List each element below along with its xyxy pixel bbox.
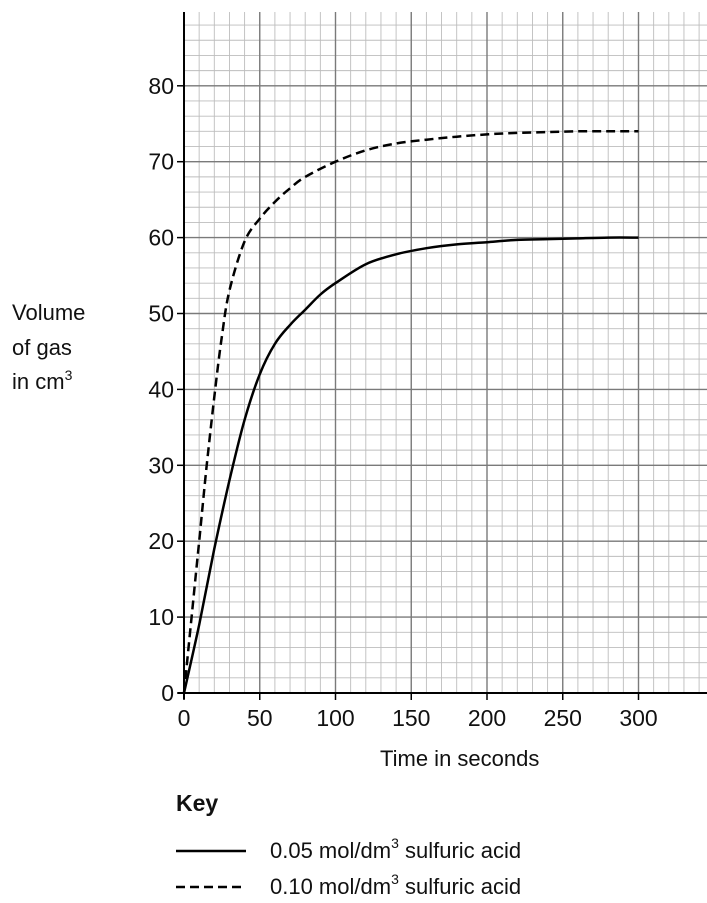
x-tick-label: 100	[316, 705, 354, 731]
y-tick-label: 50	[148, 301, 174, 327]
y-tick-label: 30	[148, 452, 174, 478]
y-tick-label: 80	[148, 73, 174, 99]
x-tick-label: 200	[468, 705, 506, 731]
x-tick-label: 50	[247, 705, 273, 731]
y-tick-label: 10	[148, 604, 174, 630]
major-grid	[184, 12, 707, 693]
y-axis-label-sup: 3	[64, 367, 73, 383]
legend-label-1: 0.05 mol/dm3 sulfuric acid	[270, 835, 522, 863]
tick-labels: 0 10 20 30 40 50 60 70 80 0 50 100 150 200 250 300	[148, 73, 657, 731]
y-tick-label: 70	[148, 149, 174, 175]
y-axis-label-line-1: Volume	[12, 300, 86, 325]
x-tick-label: 300	[619, 705, 657, 731]
legend-label-2: 0.10 mol/dm3 sulfuric acid	[270, 871, 522, 899]
x-tick-label: 250	[544, 705, 582, 731]
legend-title: Key	[176, 790, 219, 816]
x-tick-label: 150	[392, 705, 430, 731]
legend-item-dashed: 0.10 mol/dm3 sulfuric acid	[176, 871, 522, 900]
minor-grid	[184, 12, 707, 693]
legend-dashed-line-sample	[176, 885, 246, 889]
y-tick-label: 40	[148, 376, 174, 402]
y-tick-label: 0	[161, 680, 174, 706]
x-axis-label: Time in seconds	[380, 746, 540, 771]
y-tick-label: 60	[148, 225, 174, 251]
series-line-0-05-molar	[182, 236, 639, 694]
series-lines	[182, 130, 639, 694]
y-axis-label-text: in cm	[12, 369, 65, 394]
axes	[177, 12, 707, 700]
x-tick-label: 0	[178, 705, 191, 731]
y-axis-label-line-3: in cm3	[12, 368, 72, 394]
y-axis-label-line-2: of gas	[12, 335, 72, 360]
series-line-0-10-molar	[182, 130, 639, 694]
legend-solid-line-sample	[176, 849, 246, 853]
legend-item-solid: 0.05 mol/dm3 sulfuric acid	[176, 835, 522, 864]
y-tick-label: 20	[148, 528, 174, 554]
